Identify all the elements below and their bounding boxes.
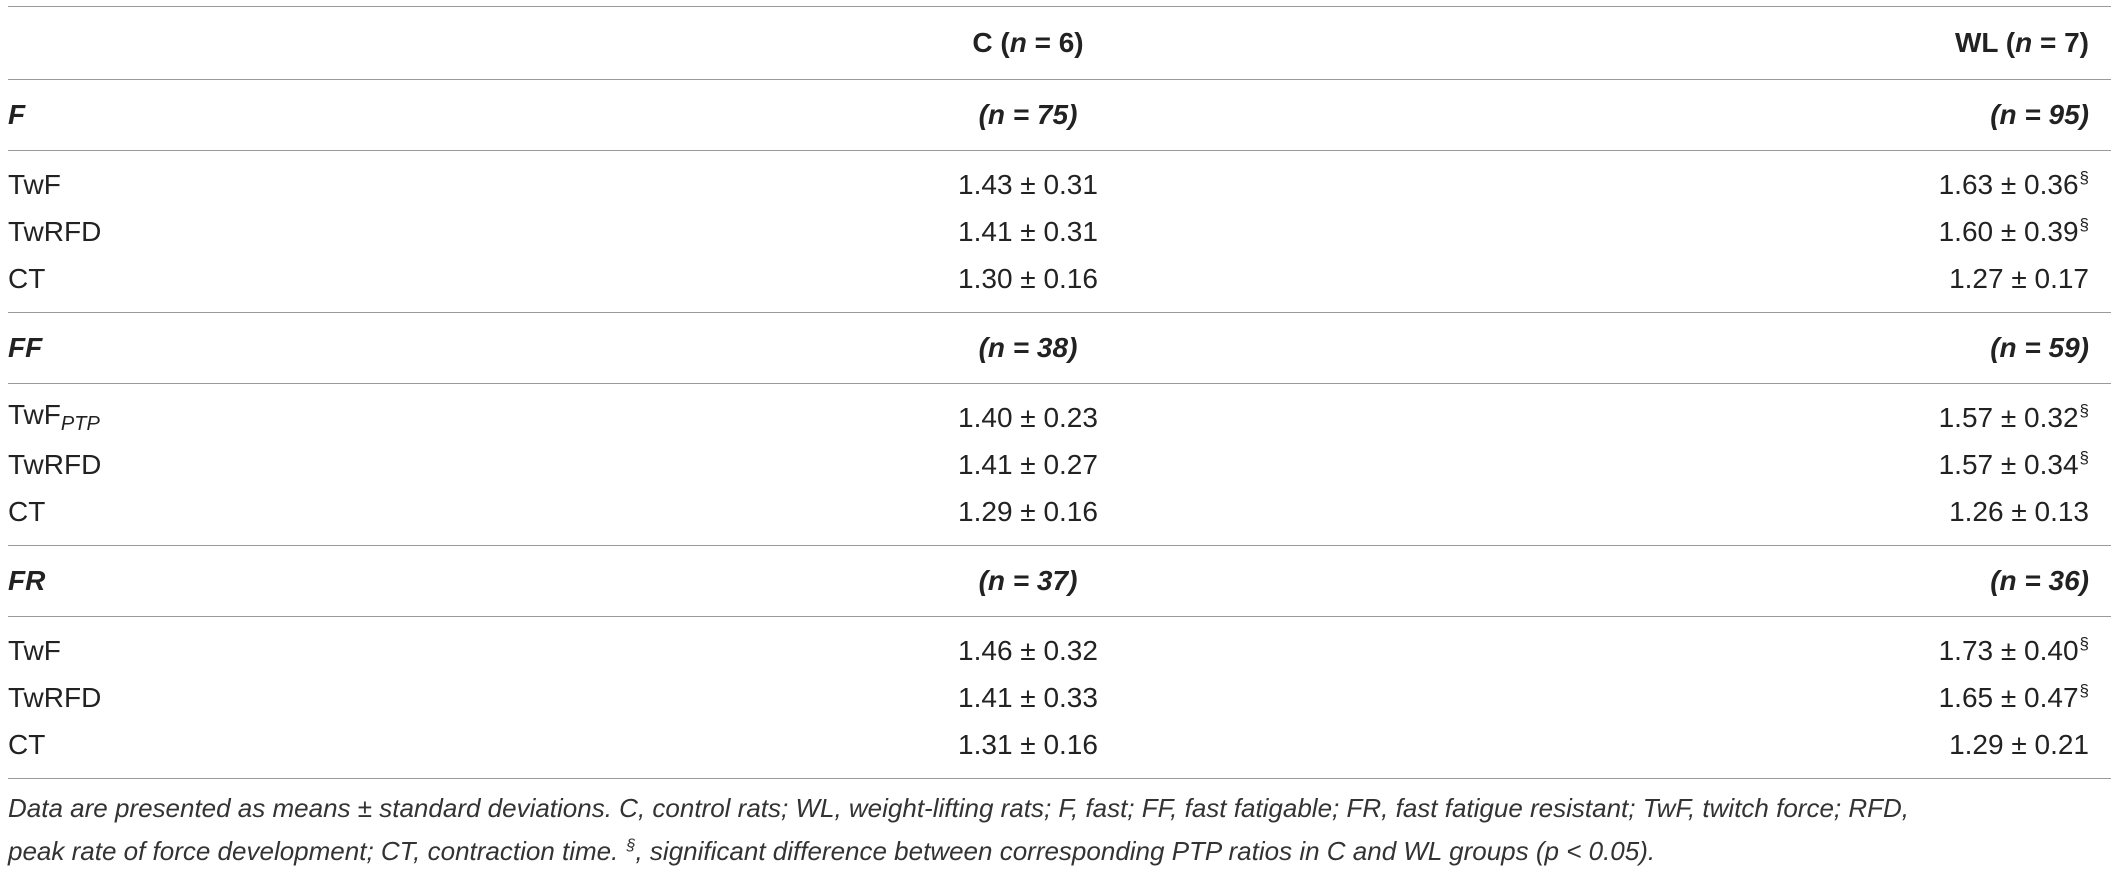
control-value: 1.46 ± 0.32 [958, 634, 1098, 666]
header-wl-n: n [2015, 27, 2033, 58]
header-empty-cell [8, 6, 468, 80]
row-label-cell: TwFPTP [8, 384, 468, 442]
row-label: TwRFD [8, 448, 102, 480]
significance-mark: § [2079, 168, 2089, 187]
caption-line-2-pre: peak rate of force development; CT, cont… [8, 836, 626, 866]
row-label-cell: TwF [8, 151, 468, 209]
weightlifting-value: 1.29 ± 0.21 [1949, 729, 2089, 760]
weightlifting-value-cell: 1.27 ± 0.17 [1588, 255, 2111, 313]
weightlifting-value: 1.63 ± 0.36 [1938, 169, 2079, 200]
weightlifting-value: 1.60 ± 0.39 [1938, 216, 2079, 247]
control-value: 1.40 ± 0.23 [958, 401, 1098, 433]
control-value: 1.41 ± 0.33 [958, 681, 1098, 713]
row-label: TwF [8, 168, 61, 200]
group-wl-count: (n = 59) [1588, 312, 2111, 384]
group-c-count: (n = 38) [468, 312, 1588, 384]
table-row: CT 1.29 ± 0.16 1.26 ± 0.13 [8, 488, 2111, 546]
table-row: TwF 1.43 ± 0.31 1.63 ± 0.36§ [8, 151, 2111, 209]
weightlifting-value: 1.57 ± 0.34 [1938, 449, 2079, 480]
ptp-ratio-table: C (n = 6) WL (n = 7) F (n = 75) (n = 95) Tw… [8, 6, 2111, 779]
control-value: 1.30 ± 0.16 [958, 262, 1098, 294]
weightlifting-value: 1.57 ± 0.32 [1938, 402, 2079, 433]
table-row: CT 1.31 ± 0.16 1.29 ± 0.21 [8, 721, 2111, 778]
row-label-subscript: PTP [60, 413, 100, 435]
row-label-cell: TwRFD [8, 208, 468, 255]
header-weightlifting-group: WL (n = 7) [1588, 6, 2111, 80]
header-wl-prefix: WL ( [1954, 27, 2016, 58]
group-wl-count: (n = 36) [1588, 545, 2111, 617]
bottom-rule-cell [468, 778, 1588, 779]
table-body: F (n = 75) (n = 95) TwF 1.43 ± 0.31 1.63 ± 0.… [8, 79, 2111, 779]
bottom-rule-cell [8, 778, 468, 779]
weightlifting-value-cell: 1.29 ± 0.21 [1588, 721, 2111, 778]
row-label-cell: CT [8, 488, 468, 546]
caption-line-2-post: , significant difference between corresp… [635, 836, 1656, 866]
header-c-prefix: C ( [972, 27, 1010, 58]
row-label-cell: CT [8, 255, 468, 313]
row-label: TwF [8, 399, 61, 430]
bottom-rule-cell [1588, 778, 2111, 779]
significance-mark: § [2079, 634, 2089, 653]
row-label: CT [8, 262, 46, 294]
weightlifting-value: 1.65 ± 0.47 [1938, 682, 2079, 713]
row-label: TwRFD [8, 215, 102, 247]
weightlifting-value-cell: 1.57 ± 0.34§ [1588, 441, 2111, 488]
table-bottom-rule [8, 778, 2111, 779]
weightlifting-value: 1.27 ± 0.17 [1949, 263, 2089, 294]
row-label: TwF [8, 634, 61, 666]
row-label-cell: TwRFD [8, 674, 468, 721]
weightlifting-value-cell: 1.57 ± 0.32§ [1588, 384, 2111, 442]
row-label: CT [8, 495, 46, 527]
table-row: TwRFD 1.41 ± 0.33 1.65 ± 0.47§ [8, 674, 2111, 721]
weightlifting-value: 1.26 ± 0.13 [1949, 496, 2089, 527]
weightlifting-value-cell: 1.26 ± 0.13 [1588, 488, 2111, 546]
weightlifting-value: 1.73 ± 0.40 [1938, 635, 2079, 666]
table-header-row: C (n = 6) WL (n = 7) [8, 6, 2111, 80]
group-row-f: F (n = 75) (n = 95) [8, 79, 2111, 151]
caption-section-mark: § [626, 837, 636, 854]
header-c-suffix: = 6) [1026, 27, 1084, 58]
table-row: TwFPTP 1.40 ± 0.23 1.57 ± 0.32§ [8, 384, 2111, 442]
significance-mark: § [2079, 215, 2089, 234]
group-c-count: (n = 75) [468, 79, 1588, 151]
results-table-wrapper: C (n = 6) WL (n = 7) F (n = 75) (n = 95) Tw… [8, 6, 2111, 779]
group-label: FR [8, 545, 468, 617]
group-c-count: (n = 37) [468, 545, 1588, 617]
row-label-cell: TwF [8, 617, 468, 675]
header-control-group: C (n = 6) [468, 6, 1588, 80]
control-value: 1.29 ± 0.16 [958, 495, 1098, 527]
group-wl-count: (n = 95) [1588, 79, 2111, 151]
weightlifting-value-cell: 1.65 ± 0.47§ [1588, 674, 2111, 721]
table-caption: Data are presented as means ± standard d… [8, 790, 2108, 870]
group-label: FF [8, 312, 468, 384]
header-c-n: n [1009, 27, 1027, 58]
control-value: 1.43 ± 0.31 [958, 168, 1098, 200]
row-label-cell: CT [8, 721, 468, 778]
control-value: 1.41 ± 0.27 [958, 448, 1098, 480]
row-label: TwRFD [8, 681, 102, 713]
significance-mark: § [2079, 448, 2089, 467]
group-row-ff: FF (n = 38) (n = 59) [8, 312, 2111, 384]
control-value: 1.41 ± 0.31 [958, 215, 1098, 247]
row-label: CT [8, 728, 46, 760]
significance-mark: § [2079, 401, 2089, 420]
weightlifting-value-cell: 1.63 ± 0.36§ [1588, 151, 2111, 209]
row-label-cell: TwRFD [8, 441, 468, 488]
table-row: CT 1.30 ± 0.16 1.27 ± 0.17 [8, 255, 2111, 313]
header-wl-suffix: = 7) [2032, 27, 2089, 58]
caption-line-1: Data are presented as means ± standard d… [8, 793, 1910, 823]
table-row: TwRFD 1.41 ± 0.31 1.60 ± 0.39§ [8, 208, 2111, 255]
table-row: TwRFD 1.41 ± 0.27 1.57 ± 0.34§ [8, 441, 2111, 488]
group-row-fr: FR (n = 37) (n = 36) [8, 545, 2111, 617]
table-row: TwF 1.46 ± 0.32 1.73 ± 0.40§ [8, 617, 2111, 675]
weightlifting-value-cell: 1.60 ± 0.39§ [1588, 208, 2111, 255]
caption-line-2: peak rate of force development; CT, cont… [8, 827, 2108, 870]
significance-mark: § [2079, 681, 2089, 700]
weightlifting-value-cell: 1.73 ± 0.40§ [1588, 617, 2111, 675]
group-label: F [8, 79, 468, 151]
control-value: 1.31 ± 0.16 [958, 728, 1098, 760]
